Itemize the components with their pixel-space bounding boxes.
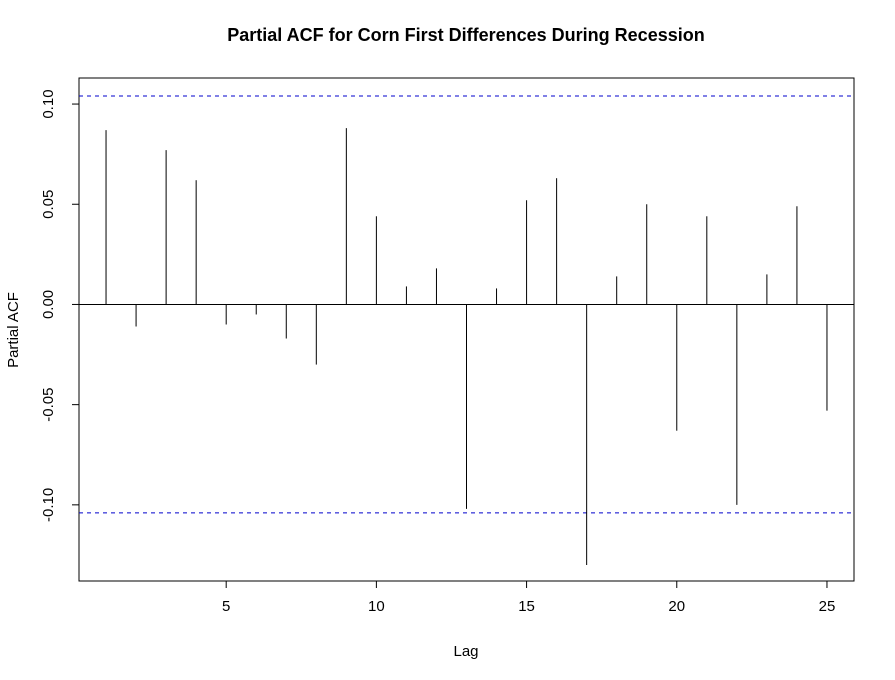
x-tick-label: 20 [668, 598, 685, 615]
x-axis-label: Lag [453, 643, 478, 660]
chart-title: Partial ACF for Corn First Differences D… [227, 25, 704, 45]
y-tick-label: -0.05 [40, 388, 57, 422]
x-tick-label: 10 [368, 598, 385, 615]
plot-marks [79, 95, 854, 565]
y-tick-label: 0.05 [40, 190, 57, 219]
y-tick-label: 0.00 [40, 290, 57, 319]
x-tick-label: 25 [819, 598, 836, 615]
y-axis-label: Partial ACF [5, 292, 22, 368]
y-axis: -0.10 -0.05 0.00 0.05 0.10 [40, 89, 79, 522]
y-tick-label: 0.10 [40, 89, 57, 118]
x-tick-label: 15 [518, 598, 535, 615]
x-tick-label: 5 [222, 598, 230, 615]
y-tick-label: -0.10 [40, 488, 57, 522]
plot-frame [78, 77, 855, 582]
x-axis: 5 10 15 20 25 [222, 581, 835, 615]
